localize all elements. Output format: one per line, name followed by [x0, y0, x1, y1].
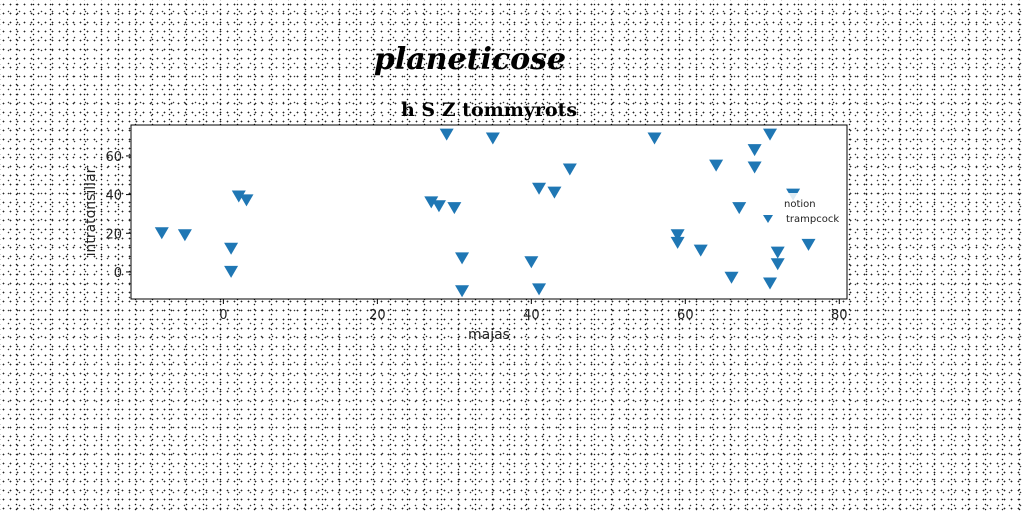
chart-title: h S Z tommyrots [401, 99, 577, 121]
x-tick-label: 20 [369, 308, 386, 323]
y-tick-label: 0 [114, 266, 122, 281]
y-axis: 0 20 40 60 [105, 150, 131, 281]
x-tick-label: 0 [219, 308, 227, 323]
x-axis-label: majas [468, 327, 510, 343]
x-tick-label: 60 [677, 308, 694, 323]
x-tick-label: 40 [523, 308, 540, 323]
chart-suptitle: planeticose [374, 42, 566, 77]
y-tick-label: 20 [105, 227, 122, 242]
x-axis: 0 20 40 60 80 [219, 299, 847, 323]
y-tick-label: 60 [105, 150, 122, 165]
legend-entry-notion: notion [784, 199, 816, 210]
y-tick-label: 40 [105, 189, 122, 204]
x-tick-label: 80 [831, 308, 848, 323]
legend-entry-trampcock: trampcock [786, 214, 839, 225]
legend: notion trampcock [756, 193, 840, 227]
y-axis-label: intratonsillar [83, 167, 99, 256]
